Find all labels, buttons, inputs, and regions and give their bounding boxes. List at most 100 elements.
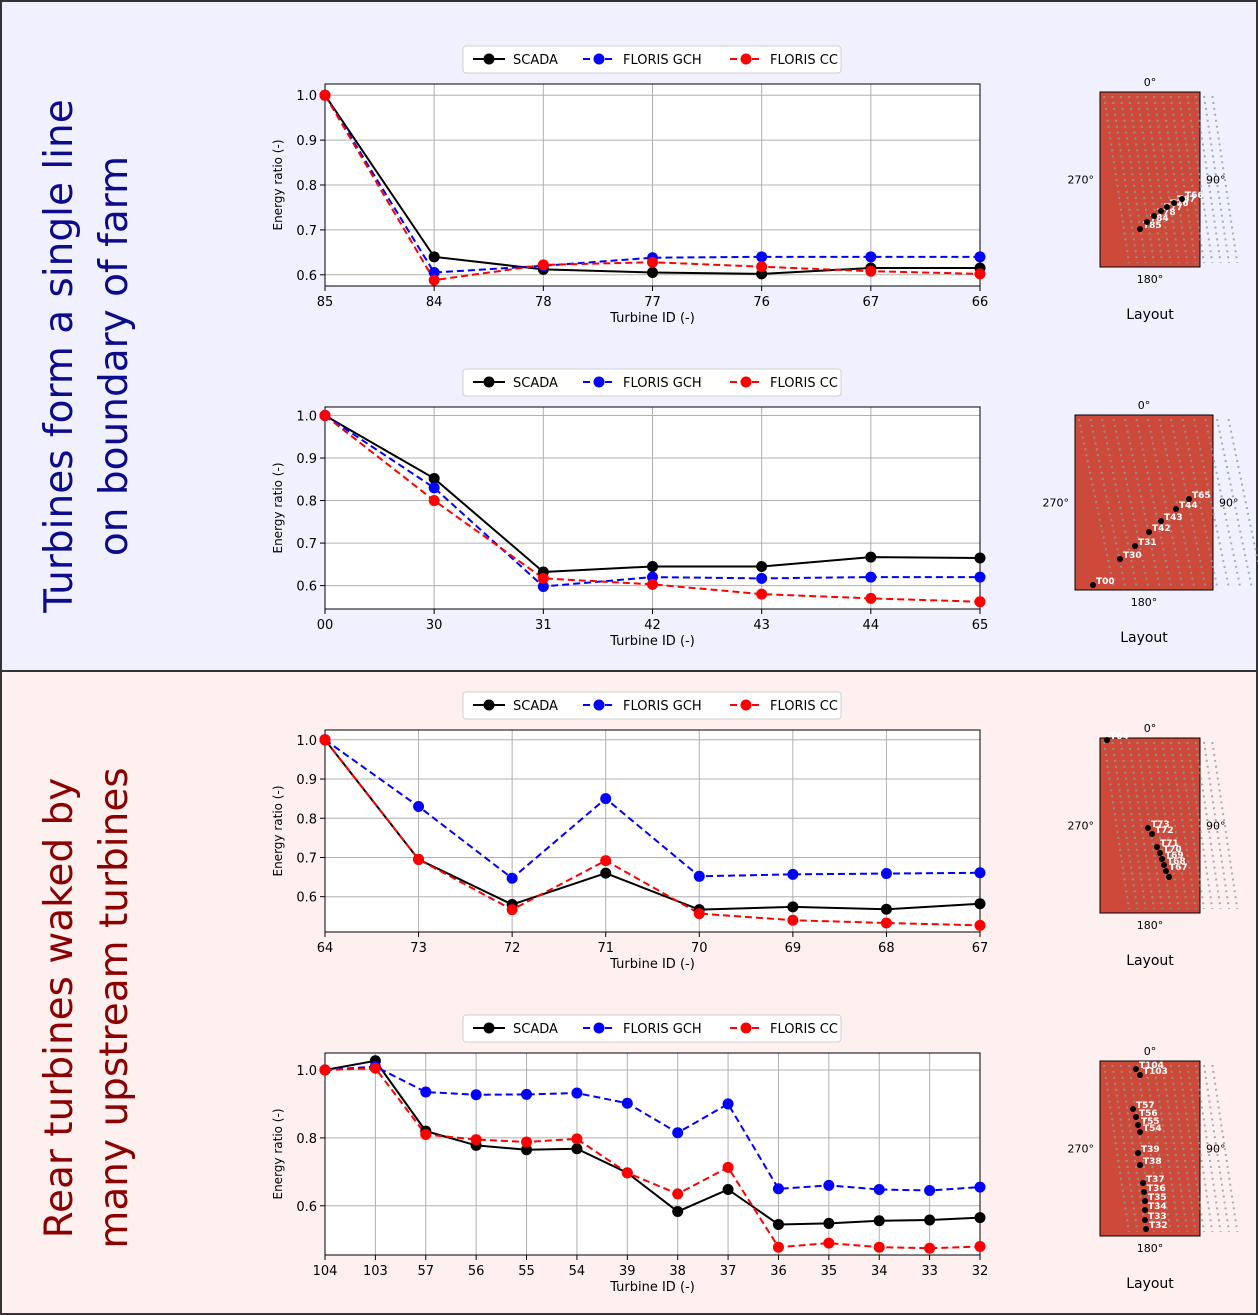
data-point-scada [974, 898, 986, 910]
data-point-gch [865, 251, 877, 263]
x-tick-label: 67 [972, 941, 989, 956]
legend-label-scada: SCADA [513, 699, 558, 714]
layout-turbine-marker [1157, 850, 1163, 856]
y-tick-label: 0.6 [296, 580, 317, 595]
x-tick-label: 65 [972, 618, 989, 633]
layout-turbine-label: T56 [1139, 1109, 1158, 1119]
data-point-gch [772, 1183, 784, 1195]
x-tick-label: 84 [426, 295, 443, 310]
turbine-row [1111, 741, 1139, 910]
data-point-scada [873, 1215, 885, 1227]
data-point-scada [571, 1143, 583, 1155]
legend-marker-gch [593, 53, 605, 65]
data-point-cc [647, 256, 658, 268]
layout-turbine-marker [1117, 556, 1123, 562]
compass-east: 90° [1206, 1143, 1226, 1156]
section-title-svg: Turbines form a single line on boundary … [37, 99, 137, 614]
legend-marker-scada [483, 1022, 495, 1034]
layout-caption: Layout [1126, 1276, 1174, 1292]
data-point-cc [865, 265, 877, 277]
energy-ratio-chart-1: 85 84 78 77 76 67 66 0.6 0.7 0.8 0.9 1.0 Turbine ID … [271, 45, 988, 326]
turbine-row [1194, 95, 1222, 264]
data-point-gch [865, 571, 877, 583]
turbine-row [1158, 418, 1195, 587]
data-point-scada [600, 867, 612, 879]
legend-label-scada: SCADA [513, 53, 558, 68]
series-line-cc [324, 1067, 981, 1250]
data-point-cc [600, 855, 612, 867]
farm-layout-4: T104T103T57T56T55T54T39T38T37T36T35T34T3… [1068, 1045, 1239, 1292]
legend: SCADA FLORIS GCH FLORIS CC [462, 368, 842, 397]
layout-turbine-label: T36 [1147, 1184, 1166, 1194]
data-point-gch [600, 793, 612, 805]
plot-frame [324, 1052, 981, 1256]
legend-box [462, 691, 842, 720]
x-tick-label: 43 [753, 618, 770, 633]
turbine-row [1211, 1064, 1239, 1233]
layout-turbine-marker [1133, 1066, 1139, 1072]
data-point-cc [571, 1133, 583, 1145]
legend-label-scada: SCADA [513, 1022, 558, 1037]
layout-turbine-label: T30 [1123, 551, 1142, 561]
x-tick-label: 64 [317, 941, 334, 956]
compass-north: 0° [1144, 722, 1157, 735]
x-tick-label: 34 [871, 1264, 888, 1279]
turbine-row [1170, 418, 1207, 587]
series-line-scada [324, 1059, 981, 1226]
series-line-gch [324, 1065, 981, 1192]
layout-turbine-marker [1141, 1189, 1147, 1195]
turbine-row [1111, 1064, 1139, 1233]
x-axis-label: Turbine ID (-) [609, 311, 695, 326]
data-point-cc [756, 261, 768, 273]
turbine-row [1153, 95, 1180, 264]
series-line-cc [324, 739, 981, 927]
layout-turbine-label: T34 [1148, 1202, 1167, 1212]
data-point-scada [924, 1214, 936, 1226]
data-point-gch [428, 482, 440, 494]
layout-turbine-label: T103 [1143, 1067, 1168, 1077]
data-point-gch [974, 1181, 986, 1193]
x-tick-label: 35 [821, 1264, 838, 1279]
turbine-row [1153, 1064, 1180, 1233]
data-point-cc [369, 1062, 381, 1074]
data-point-gch [537, 580, 549, 592]
data-point-cc [428, 495, 440, 507]
layout-turbine-label: T85 [1143, 221, 1162, 231]
data-point-scada [974, 552, 986, 564]
data-point-cc [873, 1241, 885, 1253]
legend-label-gch: FLORIS GCH [623, 376, 702, 391]
layout-turbine-marker [1135, 1122, 1141, 1128]
data-point-scada [880, 903, 892, 915]
data-point-scada [647, 267, 658, 279]
data-point-cc [319, 410, 331, 422]
x-tick-label: 57 [417, 1264, 434, 1279]
layout-turbine-label: T67 [1177, 195, 1196, 205]
energy-ratio-chart-4: 104 103 57 56 55 54 39 38 37 36 35 34 33 32 0.6 0.8 1.0 T… [271, 1014, 988, 1295]
layout-turbine-marker [1164, 204, 1170, 210]
layout-turbine-label: T55 [1141, 1117, 1160, 1127]
turbine-row [1136, 1064, 1164, 1233]
turbine-row [1101, 418, 1138, 587]
compass-south: 180° [1131, 596, 1158, 609]
y-tick-label: 0.8 [296, 1132, 317, 1147]
data-point-cc [319, 1064, 331, 1076]
y-tick-label: 0.9 [296, 134, 317, 149]
data-point-scada [521, 1144, 533, 1156]
data-point-cc [672, 1188, 684, 1200]
compass-south: 180° [1137, 273, 1164, 286]
layout-turbine-label: T31 [1138, 538, 1157, 548]
layout-turbine-label: T64 [1110, 732, 1129, 742]
compass-west: 270° [1068, 174, 1095, 187]
section-title-line1: Turbines form a single line [37, 99, 82, 614]
x-tick-label: 72 [504, 941, 521, 956]
compass-north: 0° [1144, 1045, 1157, 1058]
section-title-svg: Rear turbines waked by many upstream tur… [37, 767, 137, 1248]
data-point-gch [787, 868, 799, 880]
data-point-cc [924, 1242, 936, 1254]
turbine-row [1203, 741, 1230, 910]
data-point-cc [470, 1134, 482, 1146]
turbine-row [1119, 741, 1147, 910]
x-tick-label: 42 [644, 618, 661, 633]
